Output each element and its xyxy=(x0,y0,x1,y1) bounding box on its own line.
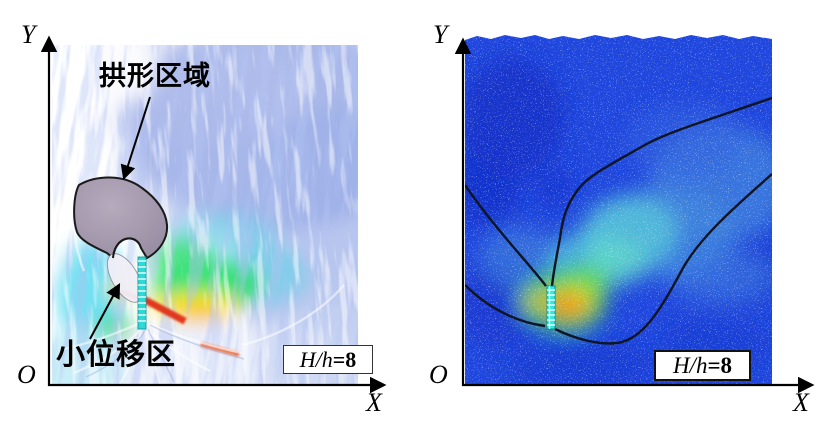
small-displacement-annotation-arrow xyxy=(89,283,121,340)
arch-annotation-arrow xyxy=(120,96,151,181)
